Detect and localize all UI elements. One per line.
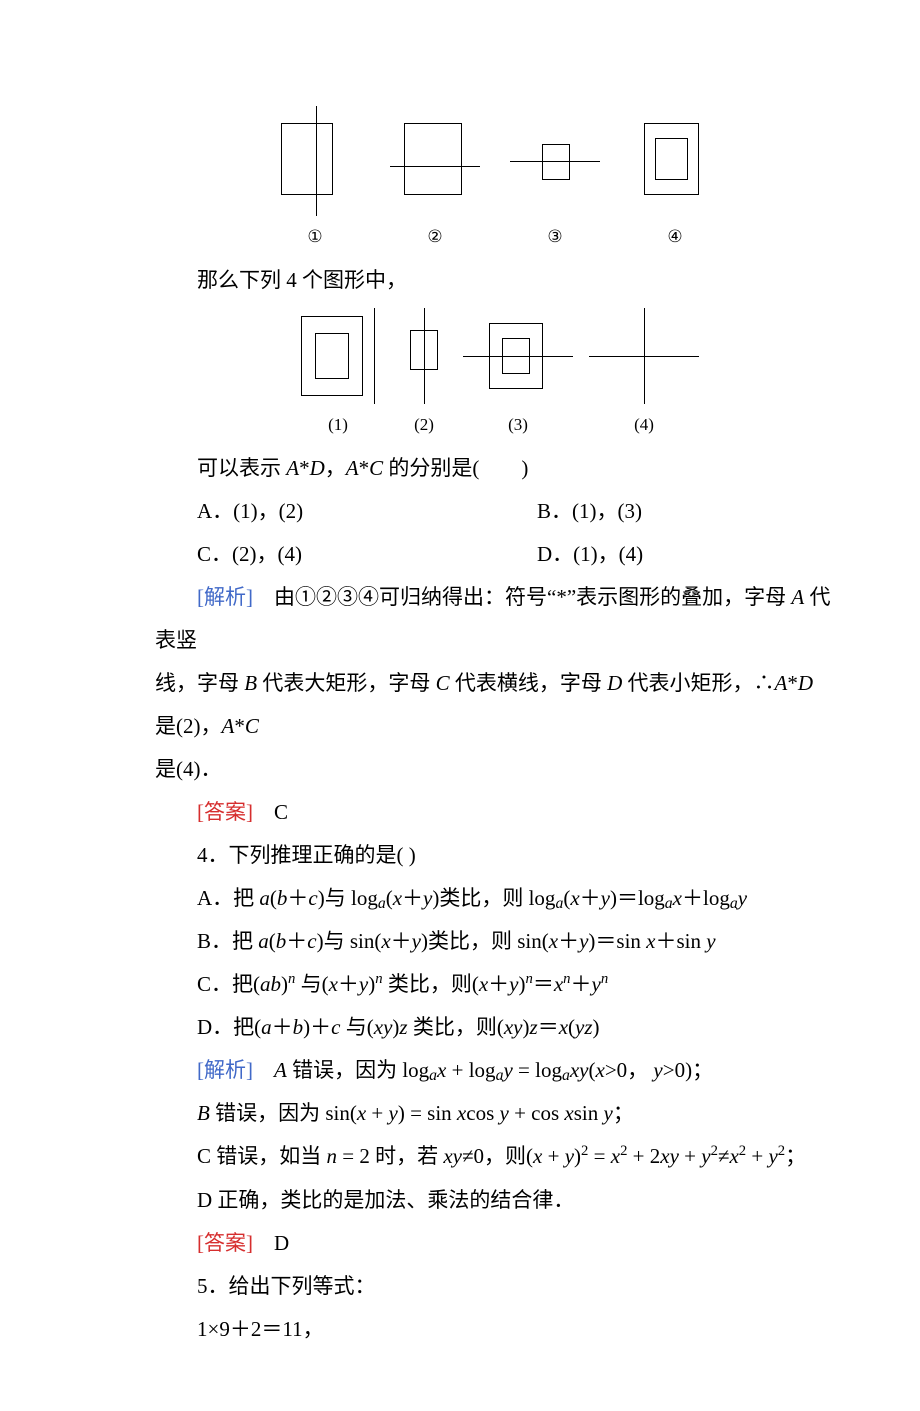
figm3-rect-small [502, 338, 530, 374]
q4-stem: 4．下列推理正确的是( ) [155, 834, 835, 877]
fig-1-canvas [270, 106, 360, 216]
fig2-label: ② [427, 220, 442, 255]
fig4-rect-small [655, 138, 688, 180]
q4-opt-c: C．把(ab)n 与(x＋y)n 类比，则(x＋y)n＝xn＋yn [155, 963, 835, 1006]
fig-item-1: ① [270, 106, 360, 255]
figm3-label: (3) [508, 408, 528, 443]
q3-opts-row1: A．(1)，(2) B．(1)，(3) [155, 490, 835, 533]
q4-opt-a: A．把 a(b＋c)与 loga(x＋y)类比，则 loga(x＋y)＝loga… [155, 877, 835, 920]
figm1-vline [374, 308, 375, 404]
figm1-label: (1) [328, 408, 348, 443]
q4-opt-b: B．把 a(b＋c)与 sin(x＋y)类比，则 sin(x＋y)＝sin x＋… [155, 920, 835, 963]
fig1-vline [316, 106, 317, 216]
answer-label: [答案] [197, 800, 253, 824]
q3-analysis-line3: 是(4)． [155, 748, 835, 791]
q3-opts-row2: C．(2)，(4) D．(1)，(4) [155, 533, 835, 576]
figm2-label: (2) [414, 408, 434, 443]
analysis-label: [解析] [197, 585, 253, 609]
fig4-label: ④ [667, 220, 682, 255]
figm2-rect-small [410, 330, 438, 370]
q4-ana-a: [解析] A 错误，因为 logax + logay = logaxy(x>0，… [155, 1049, 835, 1092]
fig-2-canvas [390, 106, 480, 216]
figm-2-canvas [401, 308, 447, 404]
q4-answer: [答案] D [155, 1222, 835, 1265]
q3-opt-c: C．(2)，(4) [155, 533, 495, 576]
q3-opt-a: A．(1)，(2) [155, 490, 495, 533]
answer-label-2: [答案] [197, 1231, 253, 1255]
figm-item-2: (2) [401, 308, 447, 443]
figm-4-canvas [589, 308, 699, 404]
q3-answer: [答案] C [155, 791, 835, 834]
analysis-label-2: [解析] [197, 1058, 253, 1082]
q4-answer-val: D [253, 1231, 289, 1255]
fig-3-canvas [510, 106, 600, 216]
fig-item-4: ④ [630, 106, 720, 255]
fig-4-canvas [630, 106, 720, 216]
fig-item-3: ③ [510, 106, 600, 255]
q3-stem: 可以表示 A*D，A*C 的分别是( ) [155, 447, 835, 490]
fig1-rect [281, 123, 333, 195]
q5-line1: 1×9＋2＝11， [155, 1308, 835, 1351]
fig3-label: ③ [547, 220, 562, 255]
fig3-rect [542, 144, 570, 180]
figm-item-4: (4) [589, 308, 699, 443]
q5-stem: 5．给出下列等式： [155, 1265, 835, 1308]
fig2-rect [404, 123, 462, 195]
figm-item-3: (3) [463, 308, 573, 443]
q4-ana-d: D 正确，类比的是加法、乘法的结合律． [155, 1179, 835, 1222]
figm-3-canvas [463, 308, 573, 404]
figure-row-mid: (1) (2) (3) (4) [155, 308, 835, 443]
fig-item-2: ② [390, 106, 480, 255]
figm4-hline [589, 356, 699, 357]
figure-row-top: ① ② ③ ④ [155, 106, 835, 255]
fig2-hline [390, 166, 480, 167]
q4-ana-b: B 错误，因为 sin(x + y) = sin xcos y + cos xs… [155, 1092, 835, 1135]
line-then-4-figures: 那么下列 4 个图形中， [155, 259, 835, 302]
q3-analysis-line1: [解析] 由①②③④可归纳得出：符号“*”表示图形的叠加，字母 A 代表竖 [155, 576, 835, 662]
fig1-label: ① [307, 220, 322, 255]
q4-ana-c: C 错误，如当 n = 2 时，若 xy≠0，则(x + y)2 = x2 + … [155, 1135, 835, 1178]
q4-opt-d: D．把(a＋b)＋c 与(xy)z 类比，则(xy)z＝x(yz) [155, 1006, 835, 1049]
figm-item-1: (1) [291, 308, 385, 443]
figm4-label: (4) [634, 408, 654, 443]
figm1-rect-small [315, 333, 349, 379]
figm-1-canvas [291, 308, 385, 404]
q3-analysis-line2: 线，字母 B 代表大矩形，字母 C 代表横线，字母 D 代表小矩形，∴A*D 是… [155, 662, 835, 748]
q3-answer-val: C [253, 800, 288, 824]
q3-ana1: 由①②③④可归纳得出：符号“*”表示图形的叠加，字母 A 代表竖 [155, 585, 830, 652]
q3-opt-b: B．(1)，(3) [495, 490, 835, 533]
q3-opt-d: D．(1)，(4) [495, 533, 835, 576]
